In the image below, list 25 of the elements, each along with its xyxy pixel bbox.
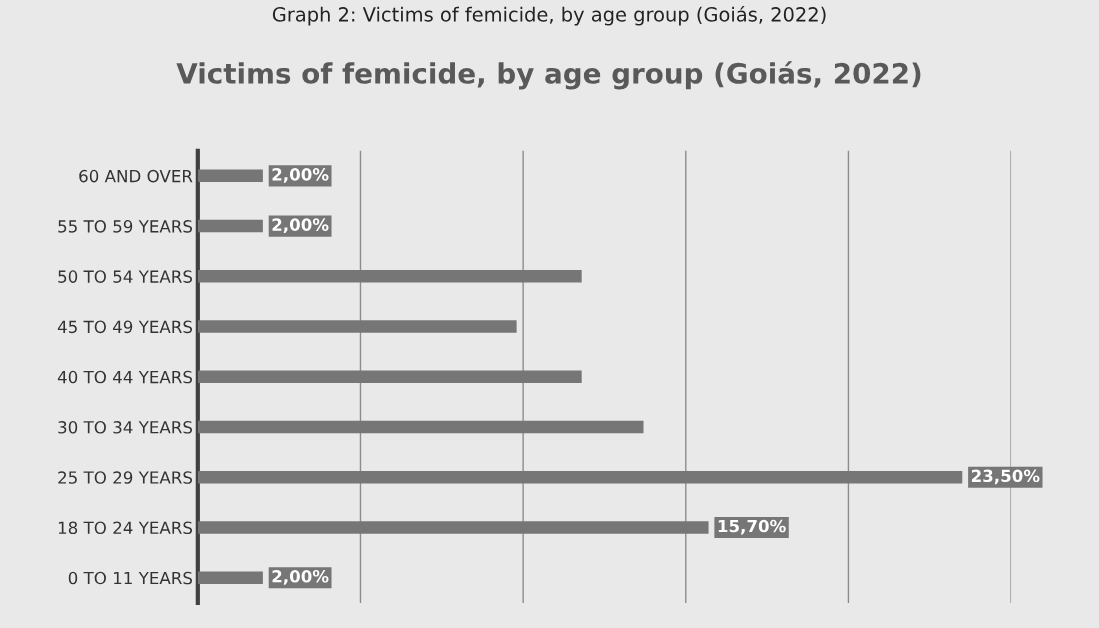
bar (197, 571, 263, 585)
data-label: 2,00% (272, 168, 329, 183)
y-tick-label: 50 TO 54 YEARS (58, 270, 193, 283)
y-tick-label: 25 TO 29 YEARS (58, 471, 193, 484)
bar (197, 270, 582, 283)
y-tick-label: 60 AND OVER (79, 169, 193, 183)
y-tick-label: 18 TO 24 YEARS (58, 521, 193, 535)
bar (197, 420, 644, 434)
data-label: 15,70% (718, 519, 786, 535)
y-tick-label: 40 TO 44 YEARS (57, 370, 193, 384)
bar (197, 471, 963, 484)
data-label: 23,50% (971, 469, 1040, 485)
chart-subtitle: Victims of femicide, by age group (Goiás, 2022) (176, 61, 921, 90)
y-tick-label: 0 TO 11 YEARS (68, 571, 193, 585)
y-tick-label: 45 TO 49 YEARS (57, 320, 193, 334)
bar (197, 169, 263, 183)
data-label: 2,00% (272, 569, 329, 585)
chart-title: Graph 2: Victims of femicide, by age group (Goiás, 2022) (272, 5, 826, 26)
bar (197, 370, 582, 384)
y-tick-label: 30 TO 34 YEARS (58, 421, 193, 434)
y-tick-label: 55 TO 59 YEARS (58, 220, 193, 233)
bar (197, 219, 263, 233)
data-label: 2,00% (272, 218, 329, 234)
bar (197, 521, 709, 534)
bar (197, 320, 517, 333)
